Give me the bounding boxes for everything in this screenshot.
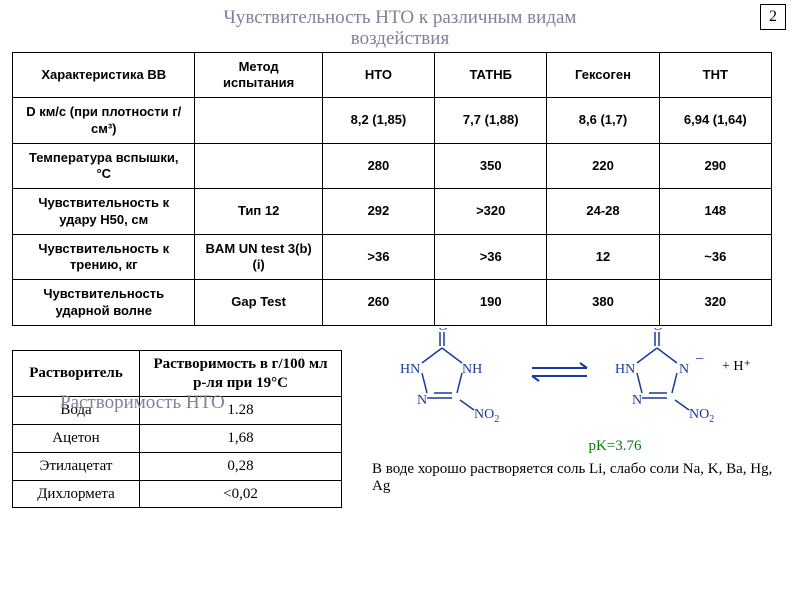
- equilibrium-arrows-icon: [532, 363, 587, 381]
- chemical-equilibrium: O HN NH N NO2: [372, 328, 788, 438]
- table-header-row: Характеристика ВВ Метод испытания НТО ТА…: [13, 52, 772, 98]
- svg-text:−: −: [695, 351, 704, 368]
- svg-text:O: O: [653, 328, 663, 334]
- svg-text:NO2: NO2: [474, 407, 499, 425]
- svg-text:HN: HN: [400, 362, 420, 377]
- col-tatnb: ТАТНБ: [435, 52, 547, 98]
- col-tnt: ТНТ: [659, 52, 771, 98]
- svg-text:NH: NH: [462, 362, 482, 377]
- table-row: Чувствительность к удару H50, смТип 1229…: [13, 189, 772, 235]
- col-hexogen: Гексоген: [547, 52, 659, 98]
- col-solubility: Растворимость в г/100 мл р-ля при 19°С: [140, 350, 342, 397]
- table-row: Ацетон1,68: [13, 425, 342, 453]
- table-row: Температура вспышки, °С280350220290: [13, 143, 772, 189]
- col-solvent: Растворитель: [13, 350, 140, 397]
- table-row: Чувствительность ударной волнеGap Test26…: [13, 280, 772, 326]
- col-characteristic: Характеристика ВВ: [13, 52, 195, 98]
- svg-text:N: N: [679, 362, 689, 377]
- sensitivity-table: Характеристика ВВ Метод испытания НТО ТА…: [12, 52, 772, 326]
- table-row: Этилацетат0,28: [13, 452, 342, 480]
- svg-text:NO2: NO2: [689, 407, 714, 425]
- svg-text:HN: HN: [615, 362, 635, 377]
- table-header-row: Растворитель Растворимость в г/100 мл р-…: [13, 350, 342, 397]
- col-method: Метод испытания: [195, 52, 322, 98]
- solubility-title: Растворимость НТО: [60, 392, 225, 414]
- table-row: D км/с (при плотности г/см³)8,2 (1,85)7,…: [13, 98, 772, 144]
- solubility-note: В воде хорошо растворяется соль Li, слаб…: [372, 461, 788, 495]
- col-nto: НТО: [322, 52, 434, 98]
- svg-text:N: N: [632, 393, 642, 408]
- solubility-table: Растворитель Растворимость в г/100 мл р-…: [12, 350, 342, 509]
- main-title-line2: воздействия: [12, 29, 788, 50]
- svg-text:N: N: [417, 393, 427, 408]
- page-number: 2: [760, 4, 786, 30]
- h-plus-label: + H⁺: [722, 359, 751, 374]
- main-title-line1: Чувствительность НТО к различным видам: [12, 8, 788, 29]
- table-row: Дихлормета<0,02: [13, 480, 342, 508]
- table-row: Чувствительность к трению, кгBAM UN test…: [13, 234, 772, 280]
- molecule-diagram: O HN NH N NO2: [372, 328, 772, 428]
- svg-text:O: O: [438, 328, 448, 334]
- pk-value: pK=3.76: [442, 438, 788, 455]
